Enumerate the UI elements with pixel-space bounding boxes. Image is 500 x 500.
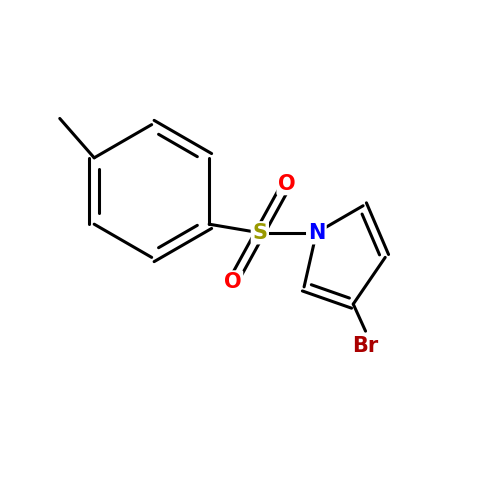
- Text: O: O: [224, 272, 242, 292]
- Text: S: S: [252, 223, 268, 243]
- Text: O: O: [278, 174, 295, 194]
- Text: Br: Br: [352, 336, 378, 356]
- Text: N: N: [308, 223, 325, 243]
